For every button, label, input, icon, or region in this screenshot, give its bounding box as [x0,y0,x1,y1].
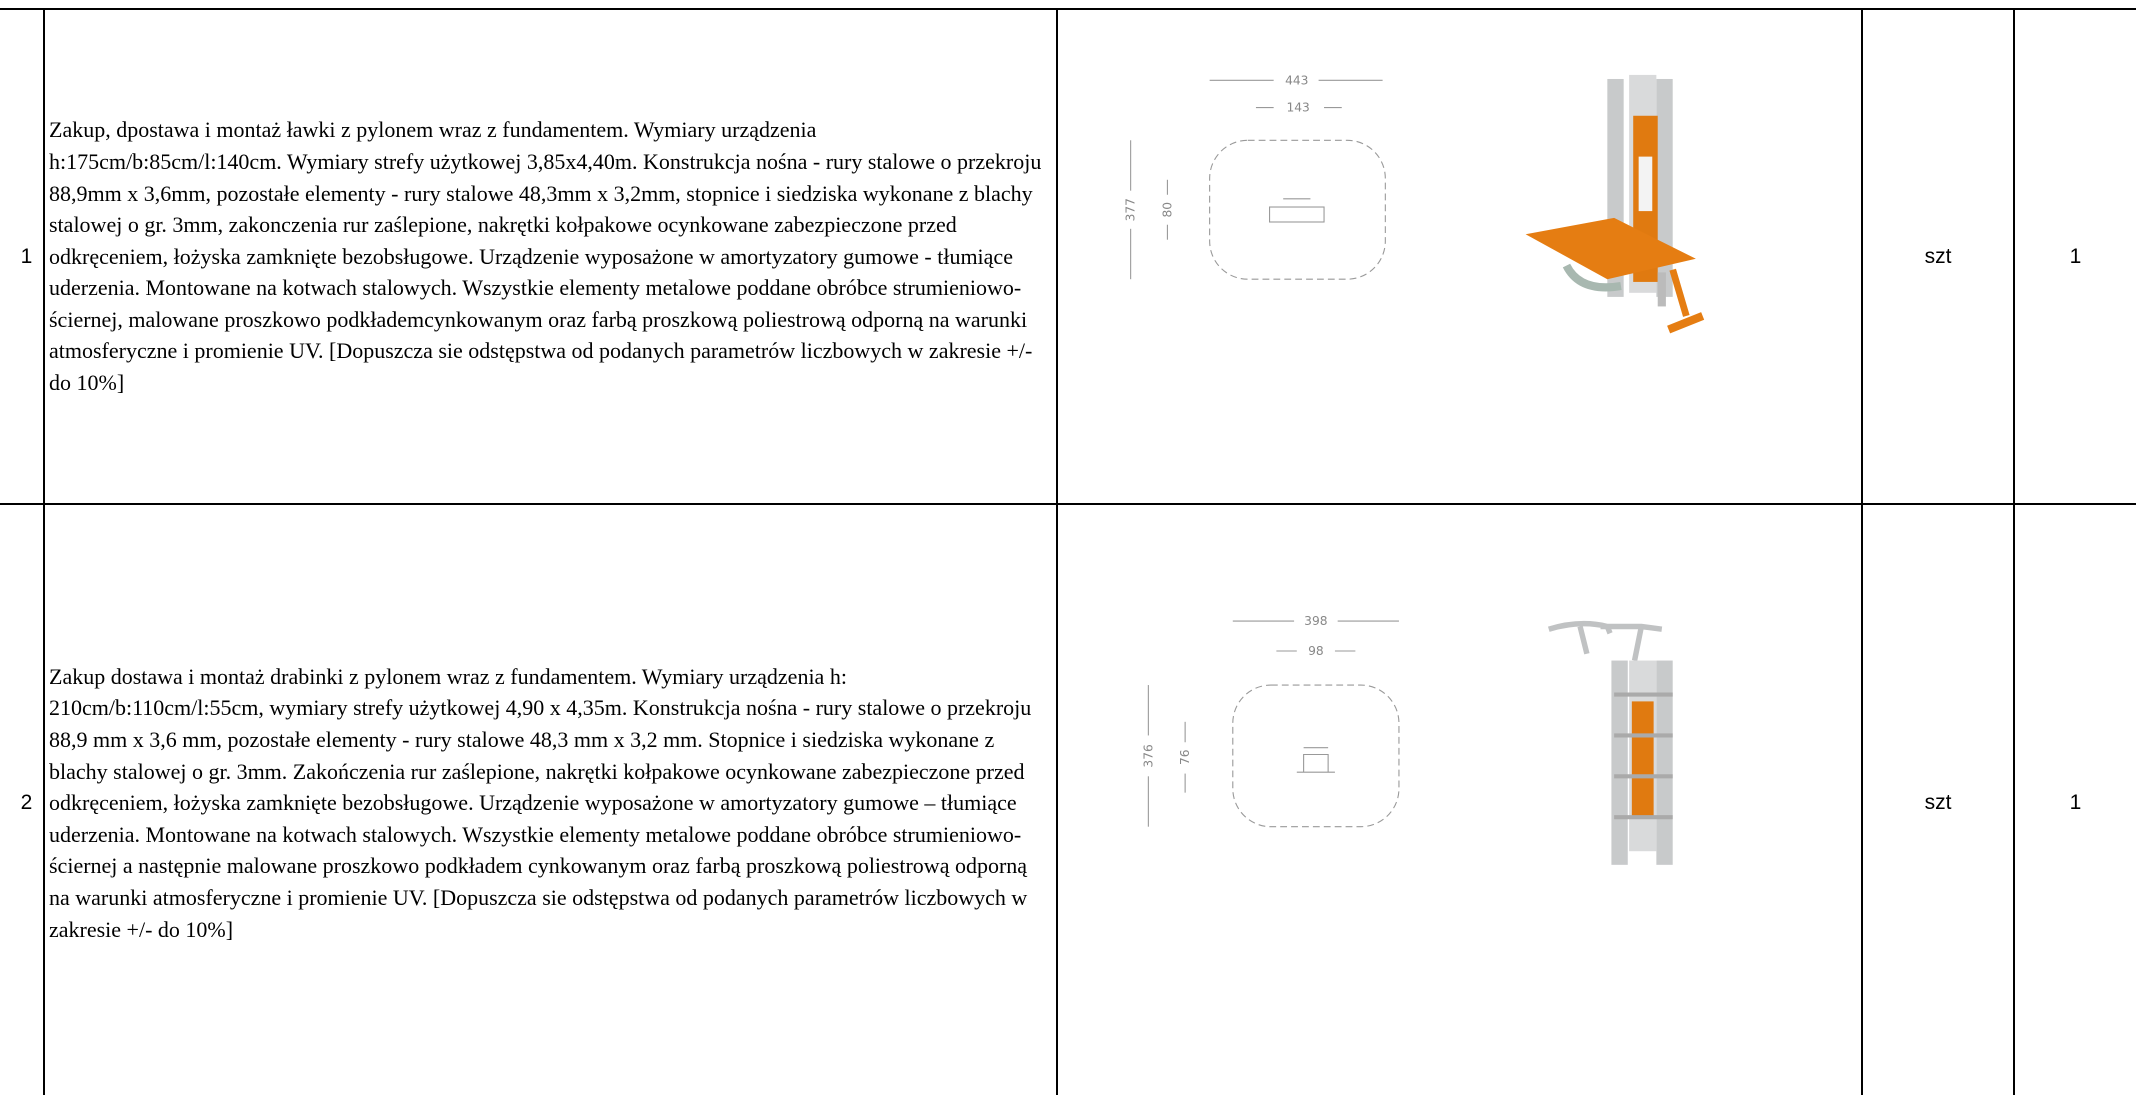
row-border [0,8,2136,10]
col-border [2013,8,2015,1095]
equipment-image [1525,74,1705,334]
row-number: 1 [20,244,33,268]
unit: szt [1924,791,1952,814]
dimension-label: 143 [1286,101,1309,115]
row-number: 2 [20,791,33,814]
col-border [1056,8,1058,1095]
dimension-label: 377 [1124,198,1138,221]
description: Zakup, dpostawa i montaż ławki z pylonem… [45,10,1056,503]
dimension-label: 398 [1304,614,1327,628]
quantity: 1 [2069,791,2082,814]
row-border [0,503,2136,505]
equipment-image [1547,620,1673,865]
description-text: Zakup, dpostawa i montaż ławki z pylonem… [49,117,1042,396]
description-text: Zakup dostawa i montaż drabinki z pylone… [49,663,1032,942]
col-border [1861,8,1863,1095]
dimension-label: 80 [1161,202,1175,218]
dimension-label: 376 [1141,744,1155,768]
dimension-label: 443 [1285,73,1308,87]
description: Zakup dostawa i montaż drabinki z pylone… [45,505,1056,1095]
plan-drawing [1130,79,1400,828]
col-border [43,8,45,1095]
quantity: 1 [2069,244,2082,268]
dimension-label: 98 [1308,644,1324,658]
dimension-label: 76 [1178,749,1192,765]
unit: szt [1924,244,1952,268]
